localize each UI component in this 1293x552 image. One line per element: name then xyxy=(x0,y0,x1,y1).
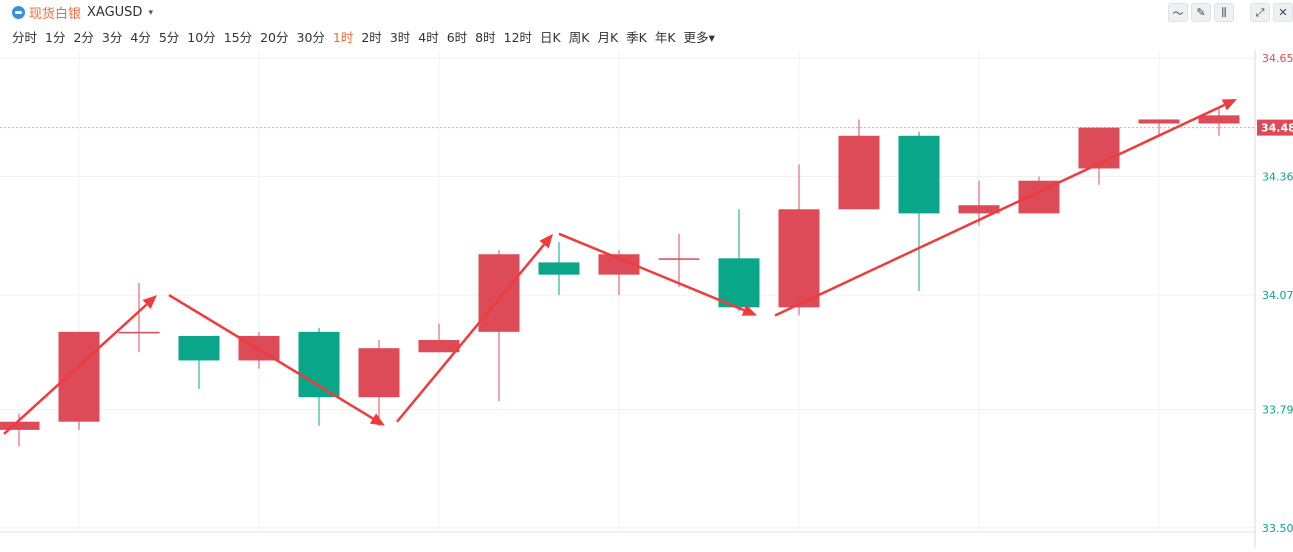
chevron-down-icon: ▾ xyxy=(148,7,153,18)
trend-arrow-line xyxy=(168,294,374,420)
trend-arrow-line xyxy=(3,303,148,435)
silver-logo-icon xyxy=(12,6,25,19)
y-tick-label: 34.07 xyxy=(1262,289,1293,302)
period-tab[interactable]: 1时 xyxy=(332,30,354,45)
trend-arrow-head xyxy=(142,295,157,309)
period-tab[interactable]: 20分 xyxy=(260,30,289,45)
candle-body[interactable] xyxy=(118,331,160,334)
chart-header: 现货白银 XAGUSD ▾ 〜 ✎ ⫼ ⤢ ✕ xyxy=(0,0,1293,22)
period-tab[interactable]: 1分 xyxy=(45,30,66,45)
candle-body[interactable] xyxy=(1138,119,1180,124)
y-tick-label: 33.79 xyxy=(1262,403,1293,416)
period-tab[interactable]: 周K xyxy=(568,30,590,45)
candle-body[interactable] xyxy=(718,258,760,308)
period-tab[interactable]: 10分 xyxy=(187,30,216,45)
period-tab[interactable]: 3分 xyxy=(101,30,123,45)
period-tab[interactable]: 3时 xyxy=(389,30,411,45)
period-tab[interactable]: 年K xyxy=(654,30,676,45)
y-tick-label: 34.65 xyxy=(1262,52,1293,65)
candle-body[interactable] xyxy=(178,335,220,361)
current-price-tag xyxy=(1257,119,1293,136)
y-tick-label: 33.50 xyxy=(1262,522,1293,535)
period-tab[interactable]: 季K xyxy=(626,30,647,45)
period-tab[interactable]: 8时 xyxy=(475,30,496,45)
candle-body[interactable] xyxy=(778,209,820,308)
candle-body[interactable] xyxy=(1198,115,1240,124)
chevron-down-icon: ▾ xyxy=(708,30,715,45)
candle-body[interactable] xyxy=(658,258,700,260)
period-tab[interactable]: 4时 xyxy=(418,30,439,45)
current-price-label: 34.48 xyxy=(1261,122,1293,135)
candle-body[interactable] xyxy=(478,254,520,332)
candle-style-icon[interactable]: ⫼ xyxy=(1214,3,1234,22)
trend-arrow-head xyxy=(539,233,553,249)
y-tick-label: 34.36 xyxy=(1262,171,1293,184)
close-icon[interactable]: ✕ xyxy=(1273,3,1293,22)
period-tab[interactable]: 30分 xyxy=(296,30,325,45)
instrument-symbol: XAGUSD xyxy=(87,5,143,20)
trend-arrow-line xyxy=(396,243,546,423)
period-tab[interactable]: 4分 xyxy=(130,30,151,45)
period-tab[interactable]: 2时 xyxy=(361,30,382,45)
candle-body[interactable] xyxy=(358,348,400,398)
trend-arrow-line xyxy=(774,103,1225,317)
more-periods-button[interactable]: 更多▾ xyxy=(684,27,715,46)
candle-body[interactable] xyxy=(598,254,640,275)
period-tab[interactable]: 分时 xyxy=(12,30,38,45)
more-label: 更多 xyxy=(683,30,709,45)
candle-body[interactable] xyxy=(538,262,580,275)
instrument-name: 现货白银 xyxy=(29,7,82,22)
period-tab[interactable]: 6时 xyxy=(446,30,468,45)
candle-body[interactable] xyxy=(1078,127,1120,169)
chart-toolbar: 〜 ✎ ⫼ ⤢ ✕ xyxy=(1168,3,1293,22)
period-tab[interactable]: 2分 xyxy=(73,30,94,45)
candle-body[interactable] xyxy=(898,135,940,214)
trend-arrow-head xyxy=(741,304,757,316)
period-tab[interactable]: 月K xyxy=(597,30,619,45)
candle-body[interactable] xyxy=(838,135,880,210)
trend-arrow-head xyxy=(369,413,385,426)
expand-icon[interactable]: ⤢ xyxy=(1250,3,1270,22)
period-tab[interactable]: 5分 xyxy=(158,30,180,45)
draw-icon[interactable]: ✎ xyxy=(1191,3,1211,22)
candle-body[interactable] xyxy=(958,205,1000,214)
candlestick-chart[interactable]: 34.65 34.36 34.07 33.79 33.50 34.48 xyxy=(0,50,1293,548)
trend-arrow-head xyxy=(1221,99,1237,111)
candle-body[interactable] xyxy=(58,331,100,422)
period-tabs: 分时 1分 2分 3分 4分 5分 10分 15分 20分 30分 1时 2时 … xyxy=(12,27,715,46)
period-tab[interactable]: 日K xyxy=(540,30,561,45)
toolbar-spacer xyxy=(1237,3,1247,22)
line-tool-icon[interactable]: 〜 xyxy=(1168,3,1188,22)
period-tab[interactable]: 12时 xyxy=(503,30,533,45)
chart-canvas[interactable]: 34.65 34.36 34.07 33.79 33.50 34.48 xyxy=(0,50,1293,548)
candle-body[interactable] xyxy=(298,331,340,398)
trend-arrow-line xyxy=(558,232,745,312)
period-tab[interactable]: 15分 xyxy=(223,30,253,45)
candle-body[interactable] xyxy=(418,340,460,353)
instrument-selector[interactable]: 现货白银 XAGUSD ▾ xyxy=(12,3,153,22)
candle-body[interactable] xyxy=(0,421,40,430)
